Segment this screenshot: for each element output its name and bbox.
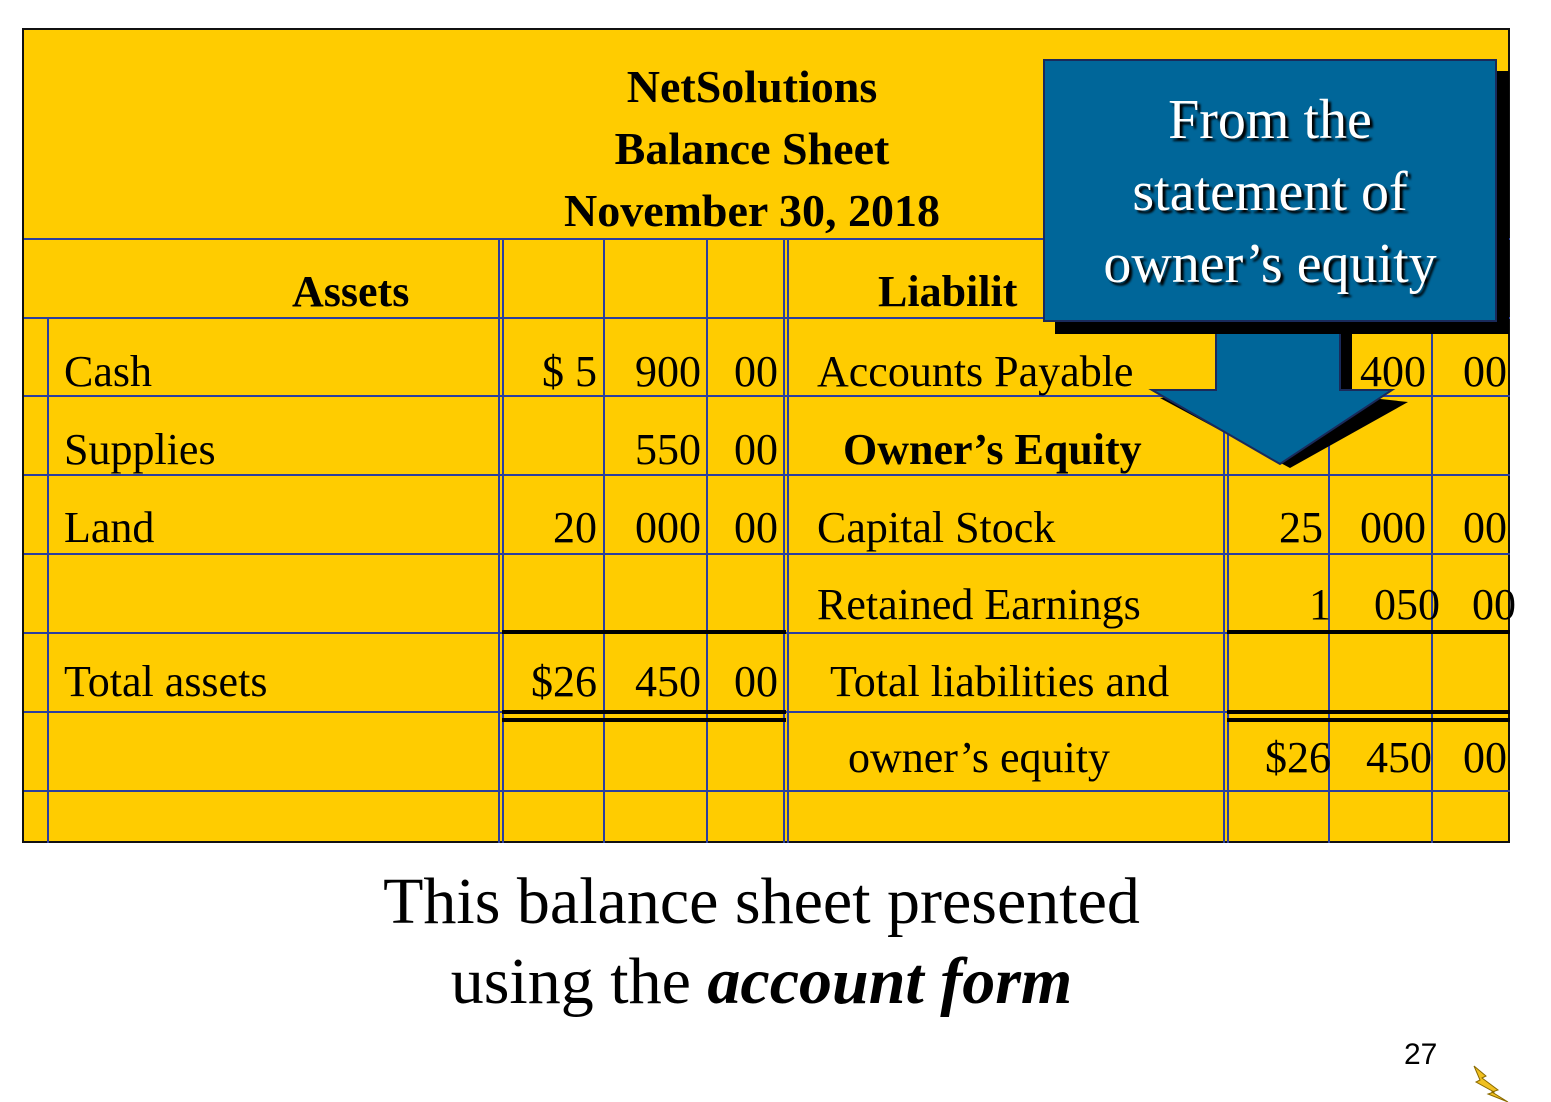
callout-text: From the statement of owner’s equity: [1043, 84, 1497, 300]
page-number: 27: [1404, 1038, 1438, 1071]
retained-earnings-hundreds: 050: [1374, 580, 1440, 629]
callout-line-1: From the: [1168, 89, 1372, 151]
grid-line: [783, 240, 785, 843]
total-double-rule: [502, 710, 786, 714]
grid-line: [706, 240, 708, 843]
grid-line: [1227, 240, 1229, 843]
accounts-payable-cents: 00: [1463, 347, 1507, 396]
capital-stock-cents: 00: [1463, 503, 1507, 552]
capital-stock-label: Capital Stock: [817, 503, 1056, 552]
statement-date: November 30, 2018: [563, 185, 941, 236]
cash-amount-thousands: $ 5: [542, 347, 597, 396]
owners-equity-heading: Owner’s Equity: [843, 425, 1142, 474]
total-liabilities-label-line2: owner’s equity: [848, 733, 1110, 782]
total-liabilities-thousands: $26: [1265, 733, 1331, 782]
cash-amount-hundreds: 900: [635, 347, 701, 396]
grid-line: [24, 317, 1510, 319]
liabilities-heading: Liabilit: [878, 267, 1018, 316]
caption-line-2-prefix: using the: [450, 945, 708, 1018]
total-assets-label: Total assets: [64, 657, 268, 706]
supplies-label: Supplies: [64, 425, 216, 474]
total-assets-hundreds: 450: [635, 657, 701, 706]
statement-title: Balance Sheet: [614, 123, 890, 174]
total-double-rule: [1227, 710, 1510, 714]
capital-stock-hundreds: 000: [1360, 503, 1426, 552]
total-double-rule: [502, 718, 786, 722]
grid-line: [47, 318, 49, 843]
grid-line: [24, 553, 1510, 555]
company-name: NetSolutions: [626, 61, 878, 112]
land-amount-hundreds: 000: [635, 503, 701, 552]
total-single-rule: [502, 630, 786, 634]
grid-line: [1328, 240, 1330, 843]
supplies-amount-hundreds: 550: [635, 425, 701, 474]
callout-box: [1043, 59, 1497, 322]
retained-earnings-thousands: 1: [1309, 580, 1331, 629]
lightning-bolt-icon: [1473, 1065, 1509, 1102]
callout-arrow: [1148, 318, 1408, 468]
grid-line: [24, 474, 1510, 476]
capital-stock-thousands: 25: [1279, 503, 1323, 552]
cash-amount-cents: 00: [734, 347, 778, 396]
callout-line-2: statement of: [1132, 161, 1408, 223]
land-amount-cents: 00: [734, 503, 778, 552]
grid-line: [24, 395, 1510, 397]
grid-line: [24, 238, 1510, 240]
total-double-rule: [1227, 718, 1510, 722]
supplies-amount-cents: 00: [734, 425, 778, 474]
accounts-payable-hundreds: 400: [1360, 347, 1426, 396]
total-liabilities-hundreds: 450: [1366, 733, 1432, 782]
grid-line: [1223, 240, 1225, 843]
caption-line-2: using the account form: [0, 942, 1523, 1022]
caption-line-1: This balance sheet presented: [383, 865, 1140, 938]
total-single-rule: [1227, 630, 1510, 634]
retained-earnings-cents: 00: [1472, 580, 1516, 629]
total-liabilities-cents: 00: [1463, 733, 1507, 782]
retained-earnings-label: Retained Earnings: [817, 580, 1141, 629]
accounts-payable-label: Accounts Payable: [817, 347, 1134, 396]
caption-emphasis: account form: [707, 945, 1073, 1018]
grid-line: [1431, 240, 1433, 843]
total-liabilities-label-line1: Total liabilities and: [830, 657, 1170, 706]
cash-label: Cash: [64, 347, 152, 396]
land-label: Land: [64, 503, 155, 552]
grid-line: [787, 240, 789, 843]
assets-heading: Assets: [292, 267, 410, 316]
total-assets-cents: 00: [734, 657, 778, 706]
callout-line-3: owner’s equity: [1103, 233, 1437, 295]
grid-line: [603, 240, 605, 843]
grid-line: [502, 240, 504, 843]
total-assets-thousands: $26: [531, 657, 597, 706]
grid-line: [498, 240, 500, 843]
slide-caption: This balance sheet presented using the a…: [0, 862, 1523, 1022]
grid-line: [24, 790, 1510, 792]
land-amount-thousands: 20: [553, 503, 597, 552]
